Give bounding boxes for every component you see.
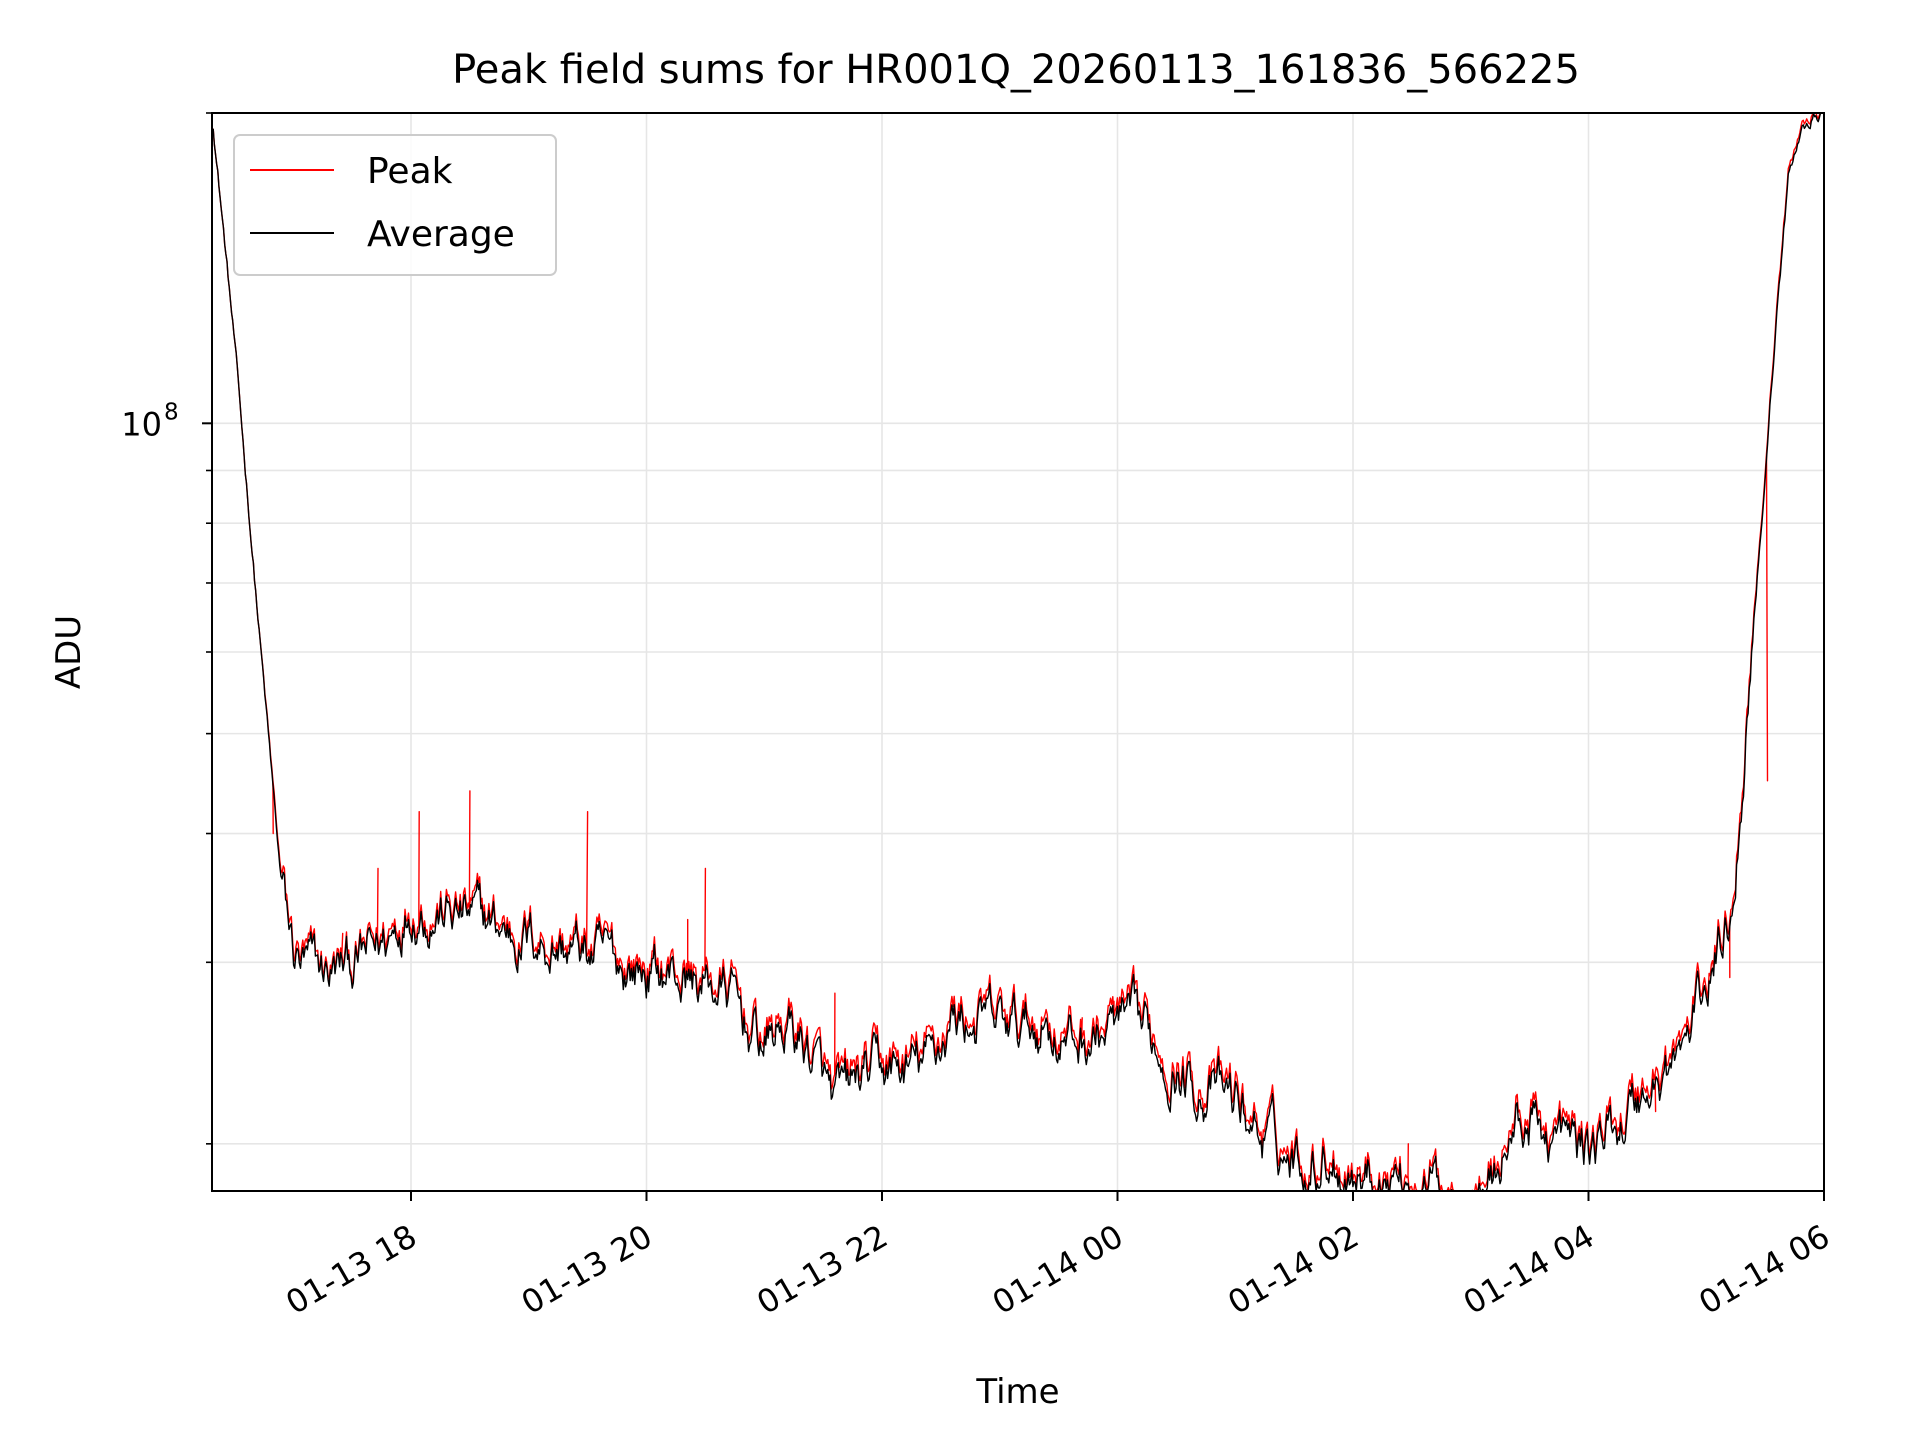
plot-lines [212,112,1822,1192]
legend-label-average: Average [367,214,515,255]
series-line-average [212,112,1822,1192]
y-axis-ticks: 10 8 [121,112,212,1145]
series-line-peak [212,112,1822,1192]
y-tick-label-exponent: 8 [164,399,179,425]
y-axis-label: ADU [49,615,89,689]
y-tick-label-base: 10 [121,405,162,443]
legend: Peak Average [233,134,557,276]
legend-label-peak: Peak [367,151,453,192]
chart-title: Peak field sums for HR001Q_20260113_1618… [452,47,1580,93]
y-tick-label: 10 [121,405,162,443]
x-axis-label: Time [975,1372,1059,1412]
gridlines [212,112,1825,1191]
